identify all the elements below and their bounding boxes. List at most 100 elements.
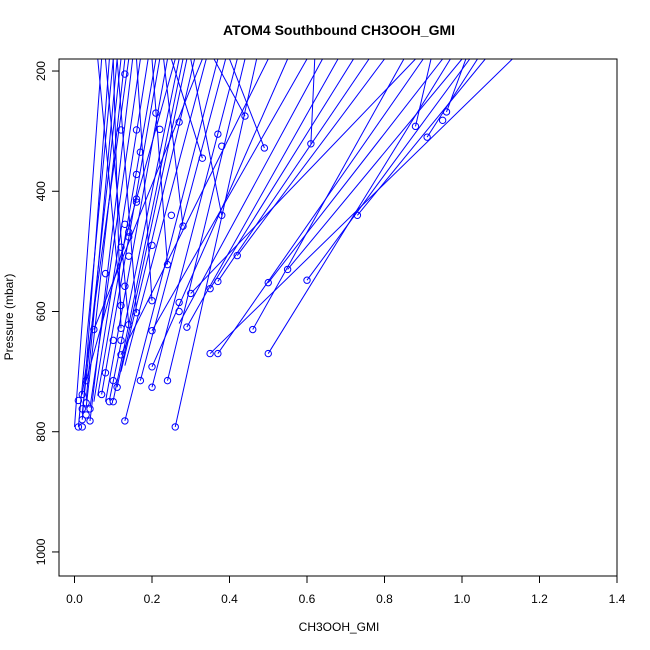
data-point-22 <box>353 211 362 220</box>
data-point-75 <box>86 417 94 425</box>
data-point-29 <box>125 252 133 260</box>
y-tick-label-1: 400 <box>34 181 48 201</box>
data-point-36 <box>303 276 311 284</box>
data-point-1 <box>152 109 160 117</box>
series-line-42 <box>97 59 122 306</box>
data-point-14 <box>423 133 431 141</box>
data-point-40 <box>148 296 156 305</box>
data-point-65 <box>97 390 106 399</box>
y-axis-label: Pressure (mbar) <box>2 274 16 361</box>
data-point-55 <box>214 349 222 358</box>
series-line-22 <box>151 59 238 388</box>
data-point-58 <box>101 369 110 377</box>
series-line-18 <box>93 59 203 330</box>
series-line-19 <box>124 59 207 366</box>
x-tick-label-6: 1.2 <box>531 592 548 606</box>
data-point-10 <box>307 140 315 148</box>
data-point-79 <box>171 423 179 431</box>
series-line-27 <box>151 59 308 331</box>
data-point-47 <box>148 327 156 335</box>
data-point-44 <box>132 308 141 317</box>
data-point-20 <box>167 211 176 220</box>
series-line-28 <box>178 59 323 324</box>
series-line-0 <box>74 59 103 427</box>
data-point-71 <box>86 405 94 413</box>
y-tick-label-4: 1000 <box>34 538 48 565</box>
data-point-11 <box>411 122 420 131</box>
data-point-25 <box>125 228 133 236</box>
data-point-12 <box>442 108 451 116</box>
x-axis-label: CH3OOH_GMI <box>299 620 380 634</box>
series-line-9 <box>93 59 149 402</box>
series-line-5 <box>85 59 118 401</box>
data-point-2 <box>117 126 125 134</box>
series-line-29 <box>186 59 339 328</box>
series-line-41 <box>190 59 416 294</box>
data-point-63 <box>148 383 156 391</box>
data-point-24 <box>179 222 187 230</box>
series-line-14 <box>108 59 180 401</box>
series-line-53 <box>310 59 316 144</box>
data-point-66 <box>78 390 86 399</box>
series-line-44 <box>116 59 137 313</box>
data-point-19 <box>132 198 141 206</box>
data-point-7 <box>214 130 222 138</box>
data-point-23 <box>121 220 129 229</box>
series-line-47 <box>151 59 168 265</box>
series-line-23 <box>167 59 246 381</box>
chart-title: ATOM4 Southbound CH3OOH_GMI <box>223 22 455 38</box>
data-point-49 <box>249 325 257 334</box>
series-line-17 <box>120 59 196 372</box>
series-line-30 <box>209 59 354 289</box>
series-line-15 <box>112 59 184 401</box>
y-tick-label-3: 800 <box>34 421 48 441</box>
data-point-38 <box>206 284 214 293</box>
data-segments <box>74 59 513 428</box>
data-point-4 <box>156 125 164 134</box>
data-point-16 <box>136 148 145 156</box>
series-line-32 <box>236 59 385 256</box>
y-axis: 200 400 600 800 1000 <box>34 61 60 565</box>
series-line-25 <box>120 59 269 355</box>
x-tick-label-7: 1.4 <box>609 592 626 606</box>
series-line-55 <box>446 59 467 113</box>
x-tick-label-4: 0.8 <box>376 592 393 606</box>
data-point-67 <box>74 396 83 405</box>
data-point-77 <box>74 423 83 431</box>
data-point-68 <box>109 397 117 406</box>
data-point-3 <box>132 126 141 134</box>
data-point-76 <box>121 417 129 425</box>
data-point-9 <box>260 144 269 152</box>
series-line-31 <box>217 59 370 282</box>
series-line-52 <box>229 59 265 149</box>
data-point-74 <box>78 415 86 424</box>
data-points <box>74 70 451 431</box>
x-tick-label-5: 1.0 <box>454 592 471 606</box>
data-point-34 <box>214 277 222 286</box>
series-line-35 <box>267 59 451 354</box>
data-point-50 <box>125 321 133 329</box>
series-line-46 <box>136 59 153 301</box>
y-tick-label-0: 200 <box>34 61 48 81</box>
data-point-51 <box>117 336 125 345</box>
x-tick-label-3: 0.6 <box>299 592 316 606</box>
series-line-11 <box>101 59 161 395</box>
data-point-73 <box>82 411 90 419</box>
data-point-41 <box>175 298 183 307</box>
data-point-57 <box>148 363 156 371</box>
series-line-54 <box>415 59 432 127</box>
data-point-70 <box>82 399 90 407</box>
x-tick-label-2: 0.4 <box>221 592 238 606</box>
data-point-26 <box>125 233 133 241</box>
series-line-39 <box>287 59 463 270</box>
data-point-42 <box>117 301 125 310</box>
data-point-21 <box>218 211 226 220</box>
data-point-56 <box>264 349 272 358</box>
data-point-60 <box>136 376 145 385</box>
data-point-61 <box>163 376 172 385</box>
series-line-49 <box>190 59 223 216</box>
x-axis: 0.0 0.2 0.4 0.6 0.8 1.0 1.2 1.4 <box>66 575 626 606</box>
data-point-28 <box>117 243 125 251</box>
data-point-43 <box>175 307 183 316</box>
